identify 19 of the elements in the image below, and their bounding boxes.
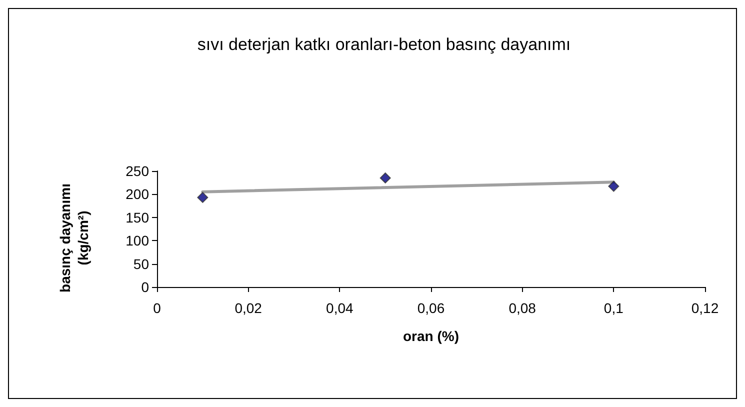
x-axis-title: oran (%) xyxy=(403,328,459,344)
y-tick-label: 50 xyxy=(133,256,150,272)
x-tick-label: 0,02 xyxy=(234,300,262,316)
x-tick-label: 0,12 xyxy=(691,300,719,316)
y-tick-label: 150 xyxy=(126,209,150,226)
x-tick-label: 0 xyxy=(153,300,162,316)
point xyxy=(380,172,391,184)
y-tick-label: 100 xyxy=(126,232,150,249)
point xyxy=(197,192,208,203)
y-tick-label: 0 xyxy=(141,279,150,295)
x-tick-label: 0,08 xyxy=(508,300,536,316)
x-tick-label: 0,1 xyxy=(604,300,624,316)
x-tick-label: 0,06 xyxy=(417,300,445,316)
x-tick-label: 0,04 xyxy=(326,300,354,316)
point xyxy=(608,180,620,192)
y-tick-label: 200 xyxy=(126,186,150,202)
y-axis-title: basınç dayanımı (kg/cm²) xyxy=(57,184,91,292)
y-tick-label: 250 xyxy=(126,163,150,179)
chart-title: sıvı deterjan katkı oranları-beton basınç dayanımı xyxy=(197,35,571,54)
